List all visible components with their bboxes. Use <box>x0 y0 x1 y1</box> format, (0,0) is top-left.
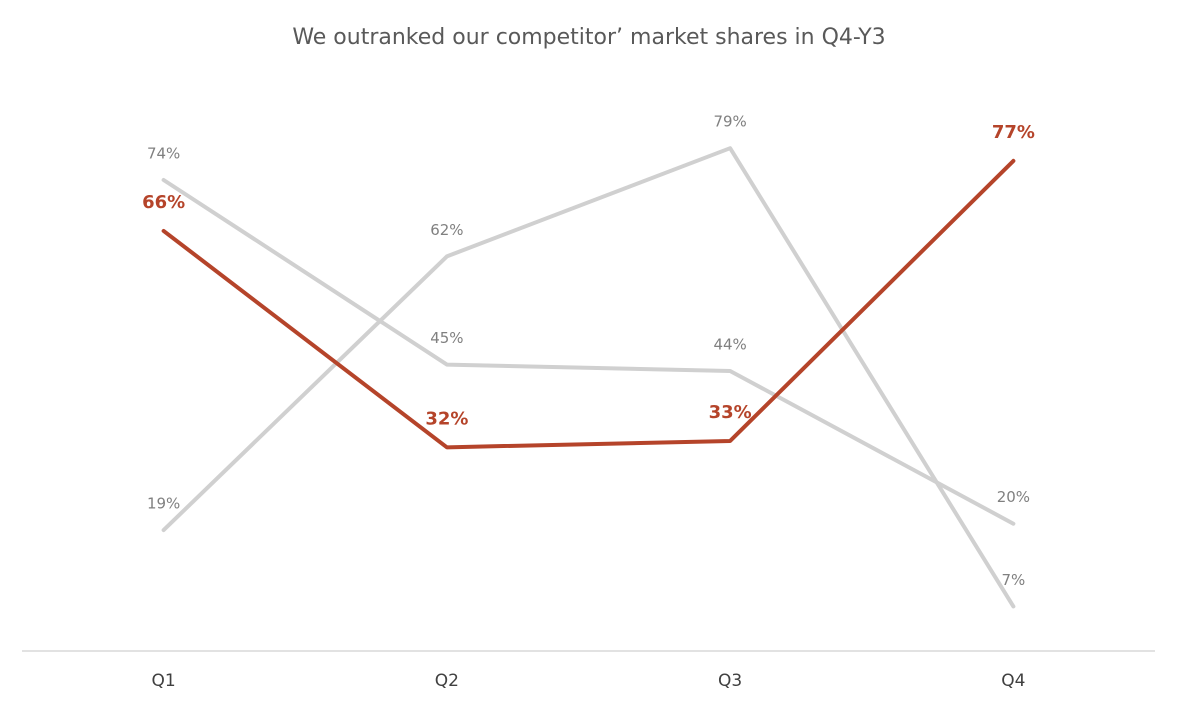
data-label: 7% <box>1001 571 1025 589</box>
x-tick-label: Q4 <box>1001 671 1025 691</box>
data-label: 62% <box>430 221 463 239</box>
data-label: 79% <box>713 113 746 131</box>
series-line <box>161 178 1016 526</box>
chart-title: We outranked our competitor’ market shar… <box>292 25 885 50</box>
x-tick-label: Q3 <box>718 671 742 691</box>
data-label: 19% <box>147 495 180 513</box>
data-label: 74% <box>147 145 180 163</box>
x-tick-label: Q1 <box>152 671 176 691</box>
x-tick-label: Q2 <box>435 671 459 691</box>
data-label: 44% <box>713 335 746 353</box>
series-line <box>161 146 1016 609</box>
data-label: 20% <box>997 488 1030 506</box>
data-label: 32% <box>425 408 468 429</box>
data-label: 45% <box>430 329 463 347</box>
series-line <box>161 158 1016 450</box>
data-label: 77% <box>992 122 1035 143</box>
data-label: 66% <box>142 192 185 213</box>
data-label: 33% <box>709 402 752 423</box>
